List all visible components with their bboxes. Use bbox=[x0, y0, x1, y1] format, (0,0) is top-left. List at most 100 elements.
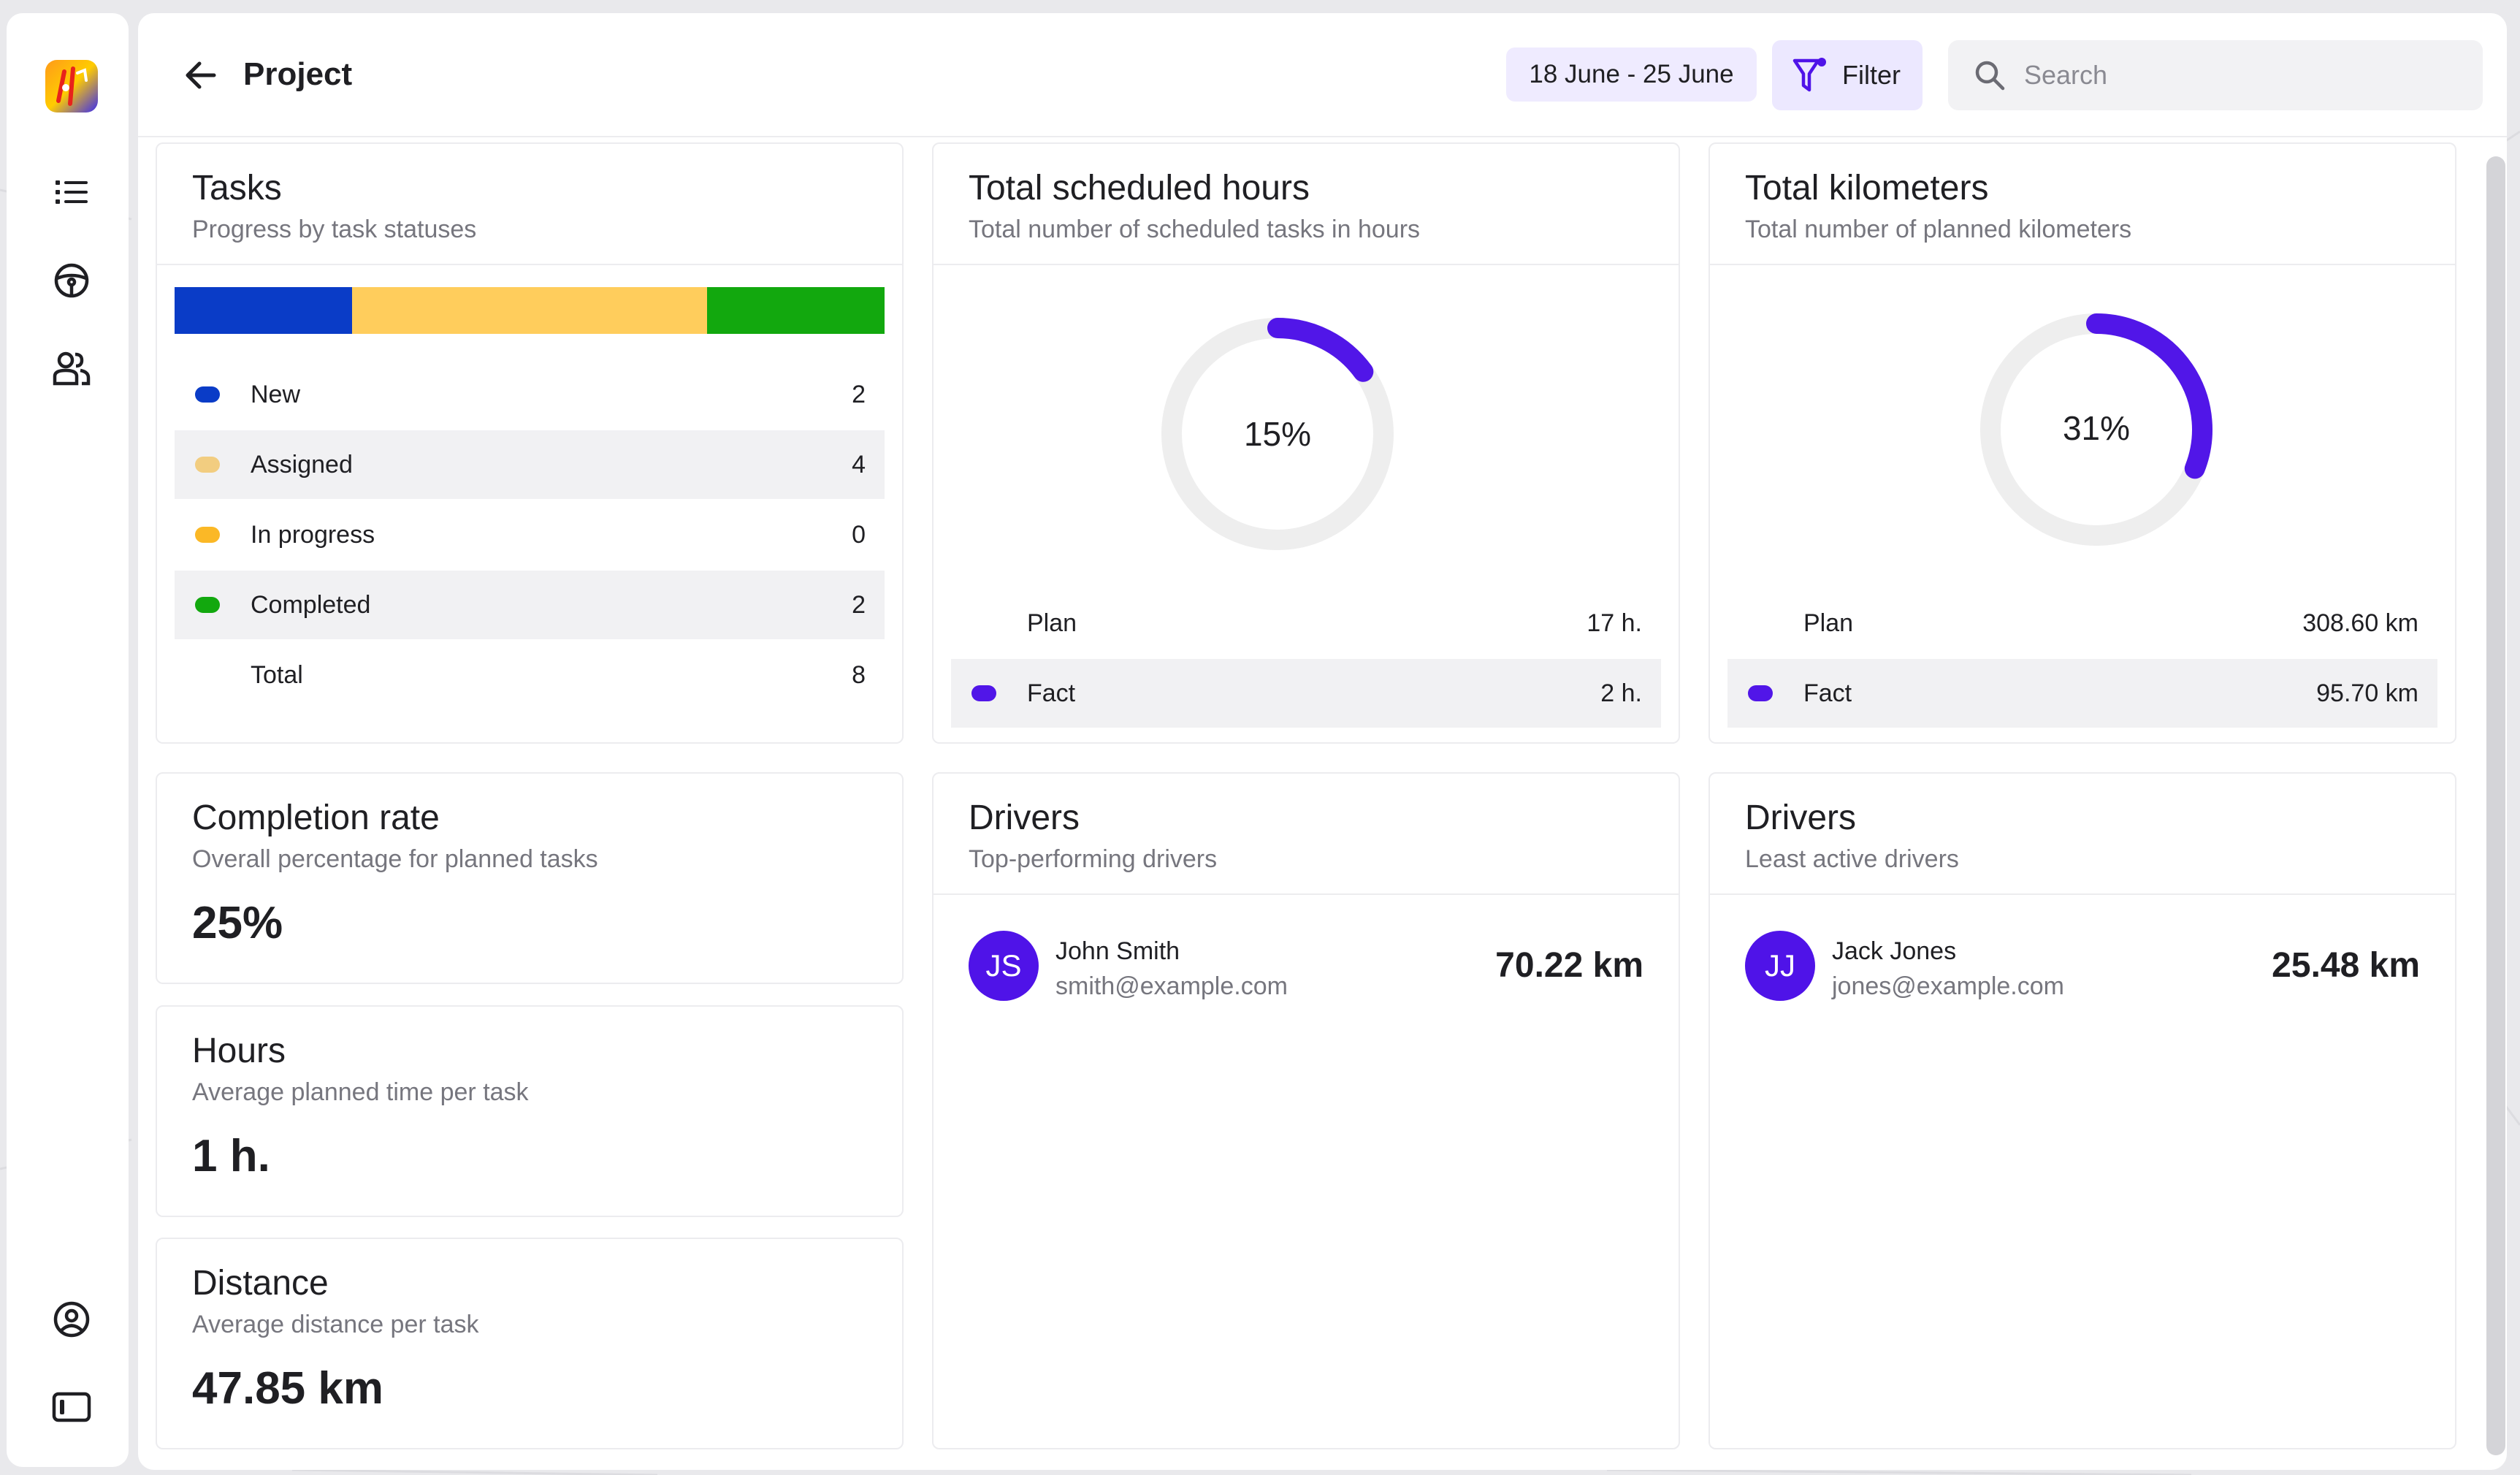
fact-label: Fact bbox=[1027, 679, 1076, 707]
list-icon[interactable] bbox=[50, 171, 93, 213]
driver-name: John Smith bbox=[1055, 937, 1180, 965]
total-count: 8 bbox=[852, 660, 866, 689]
card-subtitle: Total number of planned kilometers bbox=[1745, 216, 2132, 243]
top-bar: Project 18 June - 25 June Filter bbox=[138, 13, 2507, 137]
card-subtitle: Average distance per task bbox=[192, 1311, 479, 1338]
avatar: JJ bbox=[1745, 931, 1815, 1001]
card-subtitle: Progress by task statuses bbox=[192, 216, 477, 243]
tasks-card: Tasks Progress by task statuses New 2 As… bbox=[156, 142, 904, 744]
fact-label: Fact bbox=[1803, 679, 1852, 707]
filter-label: Filter bbox=[1842, 60, 1901, 90]
top-drivers-card: Drivers Top-performing drivers JS John S… bbox=[932, 772, 1680, 1449]
card-title: Total scheduled hours bbox=[969, 169, 1310, 207]
card-title: Total kilometers bbox=[1745, 169, 1989, 207]
back-arrow-icon[interactable] bbox=[182, 58, 221, 92]
sidebar bbox=[7, 13, 129, 1467]
hours-donut-chart bbox=[1161, 318, 1394, 550]
plan-row: Plan 308.60 km bbox=[1727, 589, 2437, 658]
completion-value: 25% bbox=[192, 898, 283, 948]
card-subtitle: Total number of scheduled tasks in hours bbox=[969, 216, 1421, 243]
distance-value: 47.85 km bbox=[192, 1363, 383, 1414]
status-count: 4 bbox=[852, 450, 866, 479]
hours-value: 1 h. bbox=[192, 1131, 270, 1181]
least-active-drivers-card: Drivers Least active drivers JJ Jack Jon… bbox=[1708, 772, 2456, 1449]
divider bbox=[1710, 264, 2455, 265]
divider bbox=[933, 893, 1679, 895]
kilometers-card: Total kilometers Total number of planned… bbox=[1708, 142, 2456, 744]
steering-wheel-icon[interactable] bbox=[50, 259, 93, 302]
card-title: Distance bbox=[192, 1264, 329, 1303]
plan-value: 17 h. bbox=[1587, 609, 1642, 637]
sidebar-toggle-icon[interactable] bbox=[50, 1386, 93, 1428]
status-label: In progress bbox=[251, 520, 375, 549]
app-logo[interactable] bbox=[44, 58, 99, 114]
status-count: 0 bbox=[852, 520, 866, 549]
card-subtitle: Average planned time per task bbox=[192, 1078, 529, 1106]
fact-dot bbox=[1748, 685, 1773, 701]
card-subtitle: Top-performing drivers bbox=[969, 845, 1218, 873]
status-label: Assigned bbox=[251, 450, 353, 479]
plan-label: Plan bbox=[1803, 609, 1854, 637]
total-label: Total bbox=[251, 660, 303, 689]
fact-row: Fact 95.70 km bbox=[1727, 659, 2437, 728]
driver-distance: 70.22 km bbox=[1495, 946, 1643, 985]
card-title: Drivers bbox=[969, 799, 1080, 837]
status-label: Completed bbox=[251, 590, 371, 619]
avatar: JS bbox=[969, 931, 1039, 1001]
distance-card: Distance Average distance per task 47.85… bbox=[156, 1238, 904, 1449]
status-row-in-progress: In progress 0 bbox=[175, 500, 885, 569]
card-title: Tasks bbox=[192, 169, 282, 207]
scrollbar[interactable] bbox=[2486, 156, 2505, 1455]
status-row-completed: Completed 2 bbox=[175, 571, 885, 639]
hours-percent-label: 15% bbox=[1243, 415, 1312, 453]
divider bbox=[157, 264, 902, 265]
plan-value: 308.60 km bbox=[2302, 609, 2418, 637]
users-icon[interactable] bbox=[50, 347, 93, 389]
driver-name: Jack Jones bbox=[1832, 937, 1957, 965]
status-dot bbox=[195, 457, 220, 473]
progress-segment-assigned bbox=[352, 287, 707, 334]
card-subtitle: Overall percentage for planned tasks bbox=[192, 845, 598, 873]
card-title: Drivers bbox=[1745, 799, 1856, 837]
date-range-chip[interactable]: 18 June - 25 June bbox=[1506, 47, 1757, 102]
kilometers-donut-chart bbox=[1980, 313, 2212, 546]
kilometers-percent-label: 31% bbox=[2062, 409, 2131, 447]
fact-dot bbox=[971, 685, 996, 701]
status-label: New bbox=[251, 380, 301, 408]
driver-email: jones@example.com bbox=[1832, 972, 2064, 1000]
status-count: 2 bbox=[852, 380, 866, 408]
search-input[interactable] bbox=[2024, 60, 2433, 91]
card-title: Completion rate bbox=[192, 799, 440, 837]
hours-card: Hours Average planned time per task 1 h. bbox=[156, 1005, 904, 1217]
status-dot bbox=[195, 386, 220, 403]
divider bbox=[1710, 893, 2455, 895]
divider bbox=[933, 264, 1679, 265]
search-box[interactable] bbox=[1948, 40, 2483, 110]
fact-row: Fact 2 h. bbox=[951, 659, 1661, 728]
task-progress-bar bbox=[175, 287, 885, 334]
fact-value: 95.70 km bbox=[2316, 679, 2418, 707]
filter-button[interactable]: Filter bbox=[1772, 40, 1923, 110]
plan-label: Plan bbox=[1027, 609, 1077, 637]
status-dot bbox=[195, 527, 220, 543]
status-dot bbox=[195, 597, 220, 613]
page-title: Project bbox=[243, 56, 353, 92]
main-panel: Project 18 June - 25 June Filter Tasks P… bbox=[138, 13, 2507, 1470]
progress-segment-completed bbox=[707, 287, 885, 334]
search-icon bbox=[1975, 61, 2005, 91]
status-row-assigned: Assigned 4 bbox=[175, 430, 885, 499]
card-subtitle: Least active drivers bbox=[1745, 845, 1959, 873]
kilometers-progress-arc bbox=[2086, 313, 2212, 479]
hours-progress-arc bbox=[1267, 318, 1374, 382]
status-count: 2 bbox=[852, 590, 866, 619]
status-row-new: New 2 bbox=[175, 360, 885, 429]
plan-row: Plan 17 h. bbox=[951, 589, 1661, 658]
card-title: Hours bbox=[192, 1032, 286, 1070]
driver-email: smith@example.com bbox=[1055, 972, 1288, 1000]
status-row-total: Total 8 bbox=[175, 641, 885, 709]
filter-icon bbox=[1792, 58, 1826, 92]
user-circle-icon[interactable] bbox=[50, 1298, 93, 1341]
fact-value: 2 h. bbox=[1600, 679, 1642, 707]
progress-segment-new bbox=[175, 287, 352, 334]
scheduled-hours-card: Total scheduled hours Total number of sc… bbox=[932, 142, 1680, 744]
